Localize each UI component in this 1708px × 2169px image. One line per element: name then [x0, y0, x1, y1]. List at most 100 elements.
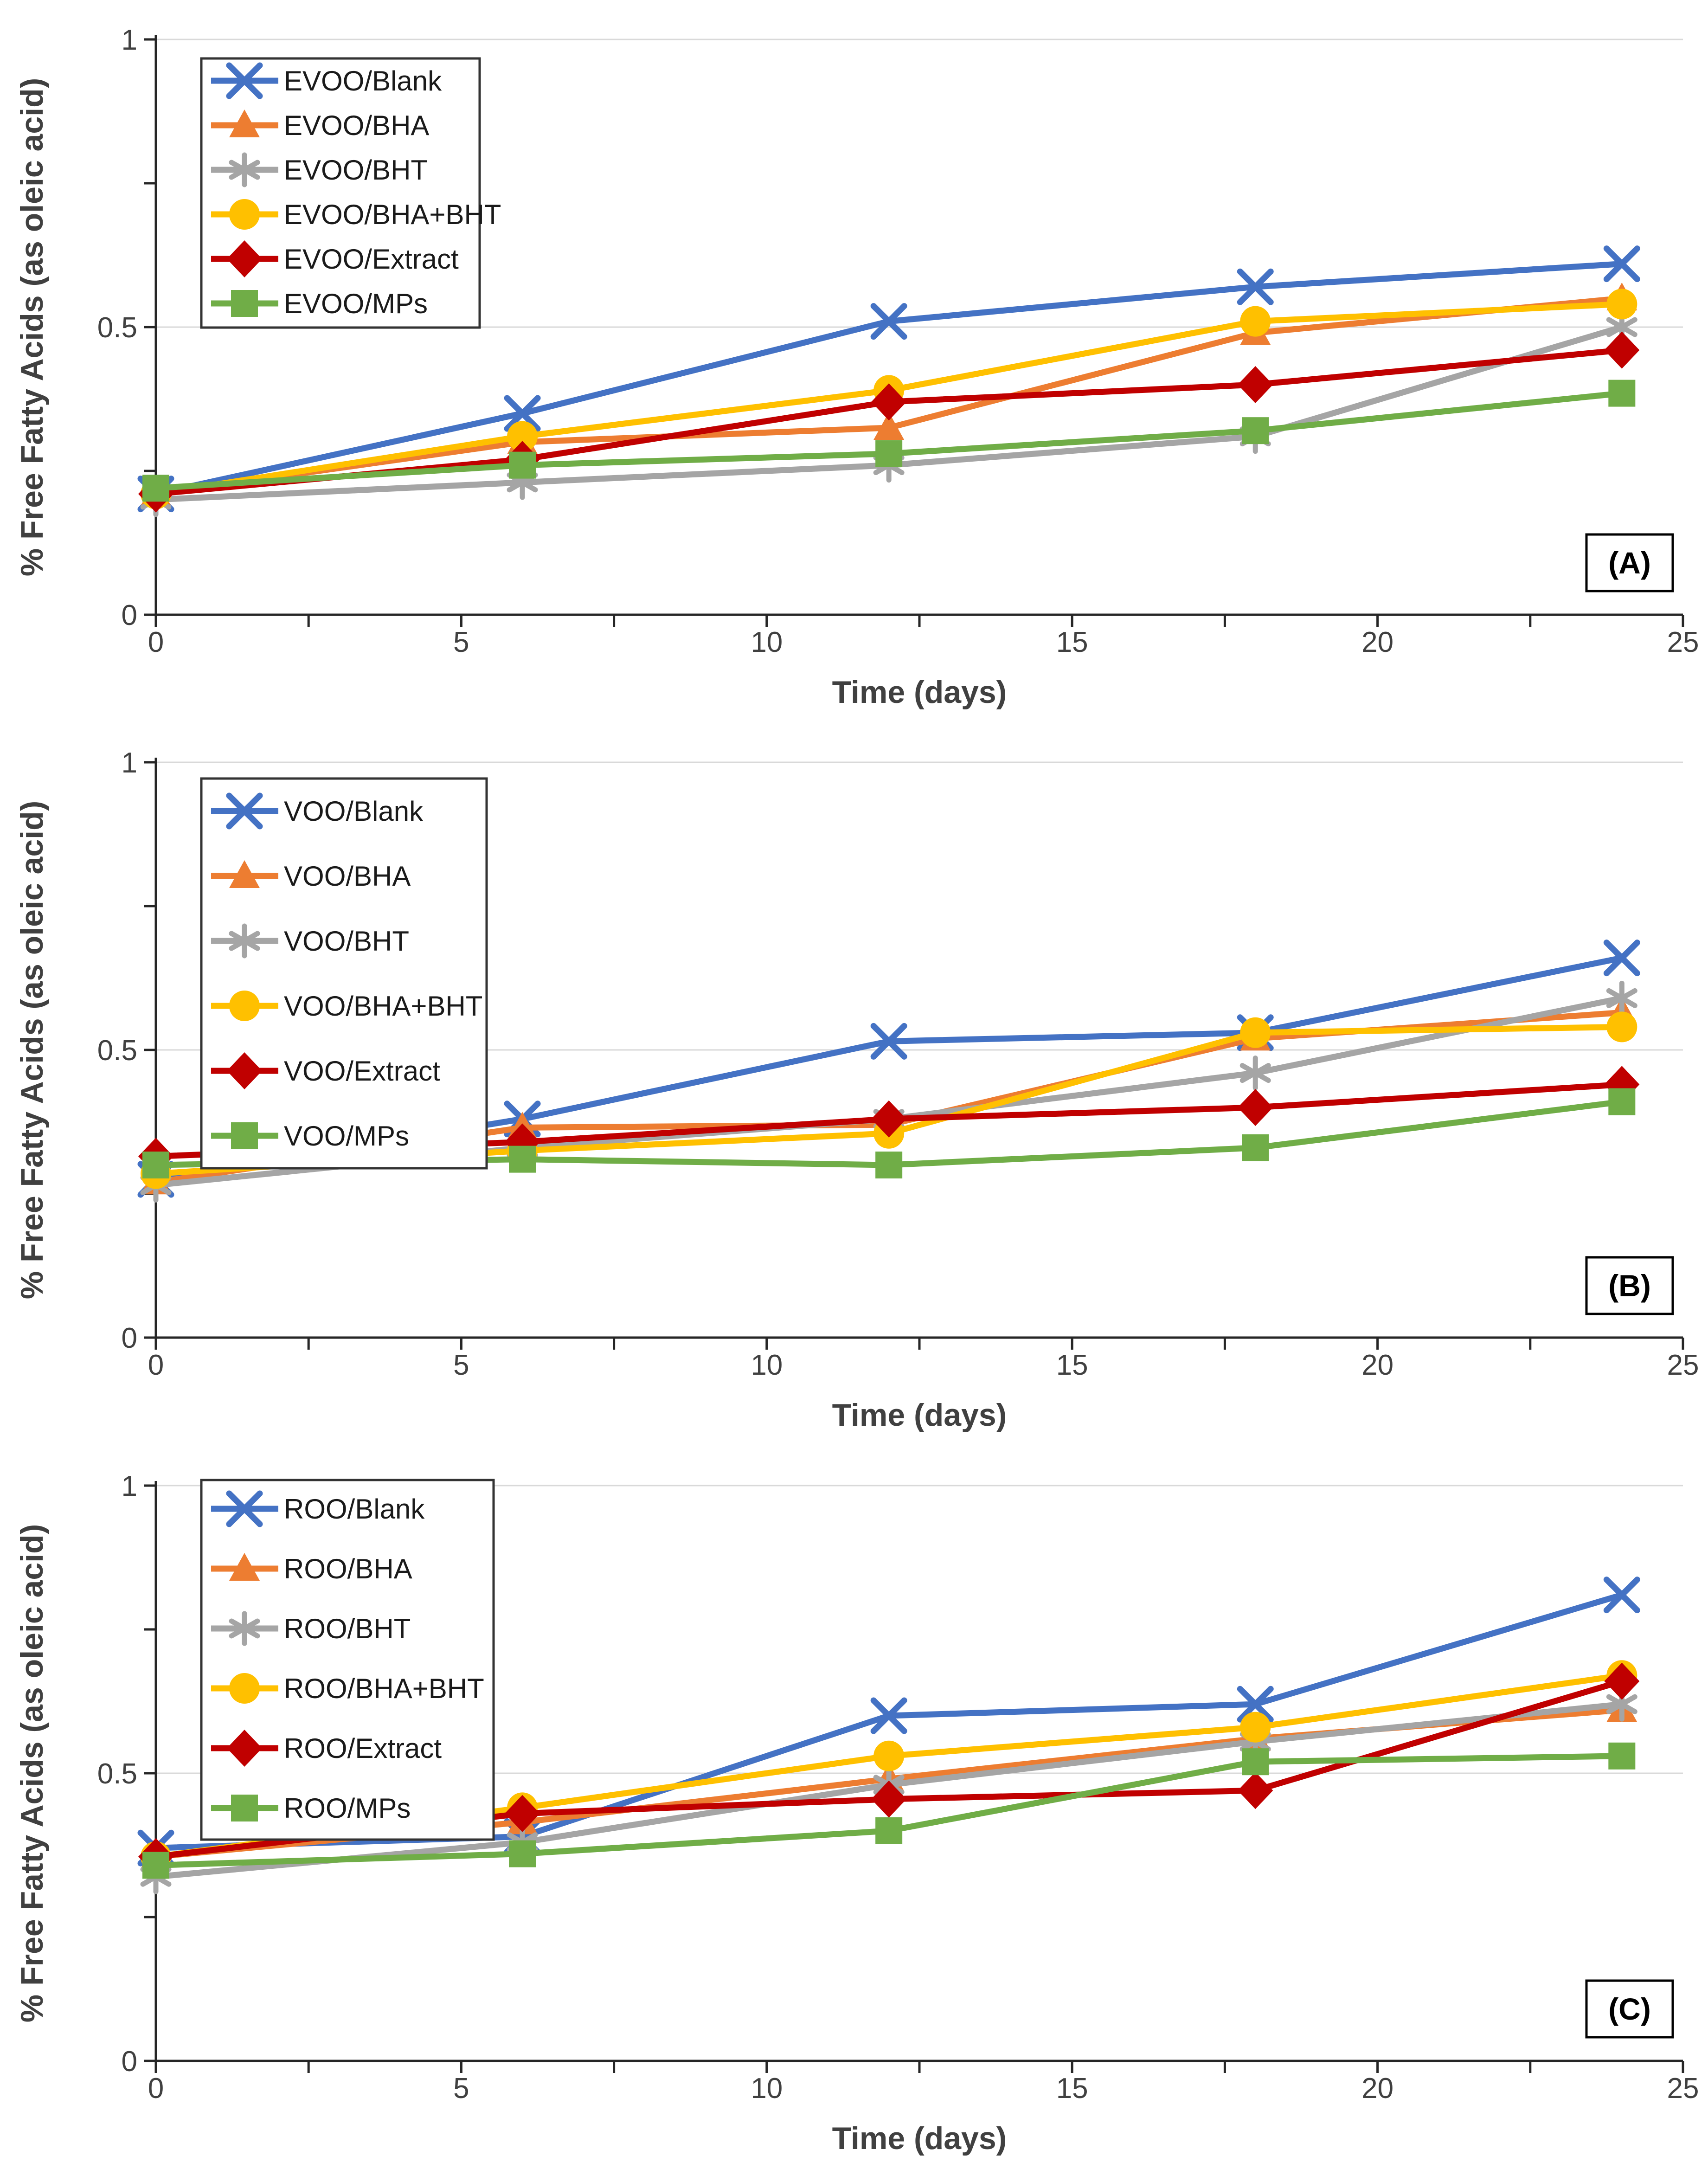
y-axis: 00.51 — [97, 747, 157, 1354]
legend-label: ROO/BHA+BHT — [284, 1673, 484, 1704]
diamond-marker-icon — [1238, 1772, 1273, 1809]
panel-label: (C) — [1585, 1979, 1674, 2039]
y-tick-label: 0.5 — [97, 1035, 137, 1067]
x-tick-label: 20 — [1361, 2072, 1393, 2105]
legend-item-roo-blank: ROO/Blank — [211, 1490, 425, 1527]
legend-label: VOO/Blank — [284, 796, 424, 827]
legend-item-voo-bha: VOO/BHA — [211, 860, 411, 892]
asterisk-marker-icon — [1239, 1056, 1271, 1091]
panel-label: (B) — [1585, 1256, 1674, 1315]
x-axis: 0 5 10 15 20 25 — [148, 1336, 1699, 1381]
asterisk-marker-icon — [229, 1611, 260, 1646]
x-tick-label: 10 — [751, 626, 783, 658]
square-marker-icon — [231, 1122, 258, 1149]
square-marker-icon — [875, 440, 903, 467]
circle-marker-icon — [1240, 1017, 1271, 1048]
diamond-marker-icon — [1238, 366, 1273, 403]
diamond-marker-icon — [1604, 1662, 1640, 1700]
legend-label: VOO/BHT — [284, 926, 409, 957]
circle-marker-icon — [1240, 306, 1271, 337]
x-tick-label: 25 — [1667, 1349, 1699, 1381]
legend-label: VOO/Extract — [284, 1056, 440, 1087]
legend-label: EVOO/Blank — [284, 65, 442, 97]
square-marker-icon — [1242, 417, 1269, 444]
asterisk-marker-icon — [229, 923, 260, 959]
x-axis-title: Time (days) — [832, 1397, 1007, 1433]
panel-label-text: (C) — [1608, 1992, 1651, 2026]
square-marker-icon — [875, 1817, 903, 1844]
legend-item-roo-bha: ROO/BHA — [211, 1553, 412, 1584]
square-marker-icon — [509, 451, 536, 479]
x-tick-label: 5 — [453, 1349, 469, 1381]
diamond-marker-icon — [227, 240, 262, 277]
diamond-marker-icon — [505, 1795, 540, 1832]
diamond-marker-icon — [1238, 1089, 1273, 1126]
y-tick-label: 0 — [122, 599, 137, 631]
panel-label-box — [1585, 1256, 1674, 1315]
y-axis-title: % Free Fatty Acids (as oleic acid) — [14, 78, 50, 577]
square-marker-icon — [509, 1146, 536, 1173]
asterisk-marker-icon — [1606, 980, 1637, 1016]
diamond-marker-icon — [871, 1780, 907, 1818]
x-marker-icon — [870, 1023, 907, 1060]
y-tick-label: 1 — [122, 747, 137, 779]
x-axis: 0 5 10 15 20 25 — [148, 613, 1699, 658]
square-marker-icon — [142, 475, 169, 502]
legend: EVOO/Blank EVOO/BHA EVOO/BHT EVOO/BHA+BHT EV… — [200, 57, 501, 329]
series-evoo-mps — [142, 380, 1636, 502]
diamond-marker-icon — [871, 1100, 907, 1138]
y-tick-label: 0 — [122, 2046, 137, 2078]
legend-label: VOO/BHA — [284, 861, 411, 892]
triangle-marker-icon — [229, 109, 260, 137]
legend-item-voo-mps: VOO/MPs — [211, 1120, 409, 1152]
y-axis-title: % Free Fatty Acids (as oleic acid) — [14, 801, 50, 1300]
panel-label: (A) — [1585, 533, 1674, 592]
x-tick-label: 25 — [1667, 2072, 1699, 2105]
x-marker-icon — [1603, 940, 1640, 977]
x-marker-icon — [226, 62, 263, 99]
diamond-marker-icon — [227, 1730, 262, 1767]
y-tick-label: 0 — [122, 1322, 137, 1354]
legend-item-voo-bht: VOO/BHT — [211, 923, 409, 959]
legend-label: ROO/Extract — [284, 1733, 442, 1764]
legend-label: VOO/BHA+BHT — [284, 991, 482, 1022]
legend-item-voo-bha-bht: VOO/BHA+BHT — [211, 991, 482, 1022]
legend: ROO/Blank ROO/BHA ROO/BHT ROO/BHA+BHT ROO/Ex… — [200, 1479, 495, 1841]
legend-item-evoo-blank: EVOO/Blank — [211, 62, 442, 99]
x-tick-label: 15 — [1056, 626, 1088, 658]
legend-item-evoo-bha-bht: EVOO/BHA+BHT — [211, 199, 501, 230]
x-tick-label: 10 — [751, 2072, 783, 2105]
legend-label: EVOO/BHT — [284, 154, 428, 186]
triangle-marker-icon — [873, 412, 905, 440]
x-tick-label: 0 — [148, 2072, 164, 2105]
square-marker-icon — [231, 290, 258, 317]
legend-item-roo-bha-bht: ROO/BHA+BHT — [211, 1673, 484, 1704]
y-axis: 00.51 — [97, 1470, 157, 2078]
square-marker-icon — [509, 1840, 536, 1867]
legend-label: EVOO/BHA — [284, 110, 429, 141]
circle-marker-icon — [1606, 289, 1637, 320]
square-marker-icon — [1608, 1742, 1636, 1770]
x-tick-label: 15 — [1056, 1349, 1088, 1381]
series-roo-mps — [142, 1742, 1636, 1879]
square-marker-icon — [231, 1795, 258, 1821]
x-marker-icon — [226, 1490, 263, 1527]
square-marker-icon — [1242, 1748, 1269, 1776]
diamond-marker-icon — [871, 383, 907, 421]
y-tick-label: 1 — [122, 1470, 137, 1502]
diamond-marker-icon — [1604, 331, 1640, 369]
y-tick-label: 0.5 — [97, 1758, 137, 1790]
x-axis-title: Time (days) — [832, 675, 1007, 710]
x-tick-label: 10 — [751, 1349, 783, 1381]
x-tick-label: 20 — [1361, 1349, 1393, 1381]
legend-label: EVOO/BHA+BHT — [284, 199, 501, 230]
legend-item-roo-mps: ROO/MPs — [211, 1793, 411, 1824]
legend-label: EVOO/MPs — [284, 288, 428, 319]
x-tick-label: 0 — [148, 1349, 164, 1381]
legend-item-evoo-bha: EVOO/BHA — [211, 109, 429, 141]
y-tick-label: 0.5 — [97, 312, 137, 344]
triangle-marker-icon — [229, 1553, 260, 1581]
legend: VOO/Blank VOO/BHA VOO/BHT VOO/BHA+BHT VOO/Ex… — [200, 777, 488, 1170]
